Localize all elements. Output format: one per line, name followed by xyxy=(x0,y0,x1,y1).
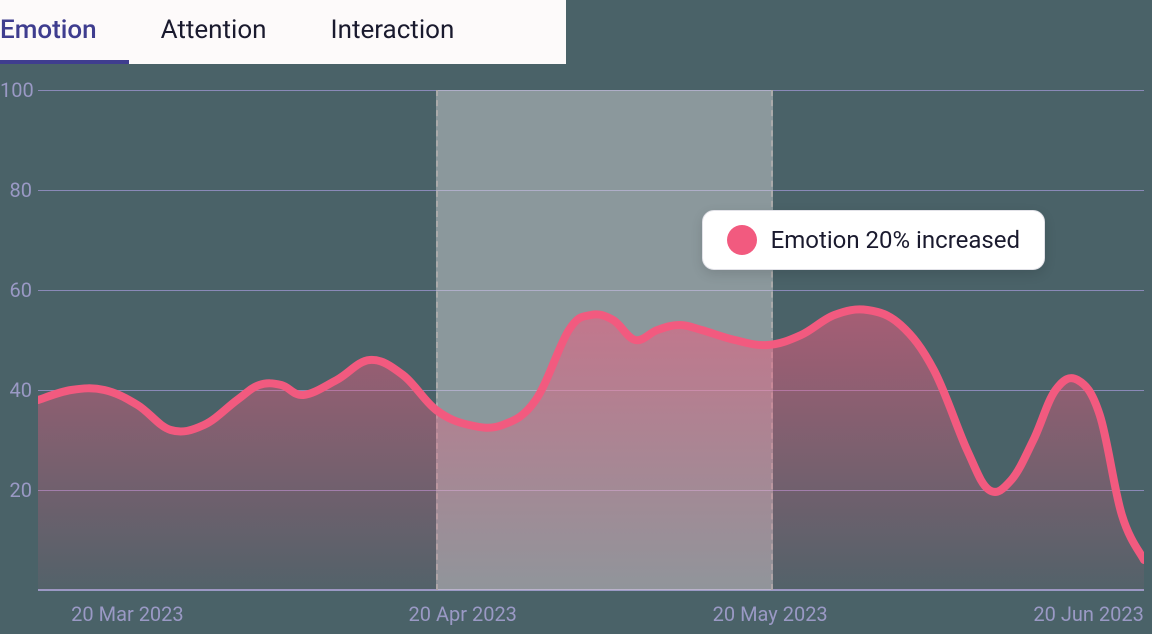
tooltip-dot-icon xyxy=(727,225,757,255)
tooltip: Emotion 20% increased xyxy=(702,210,1045,270)
y-axis-label: 60 xyxy=(0,278,32,302)
tab-attention[interactable]: Attention xyxy=(129,0,299,64)
area-series xyxy=(38,90,1144,590)
y-axis-label: 20 xyxy=(0,478,32,502)
tab-interaction[interactable]: Interaction xyxy=(299,0,487,64)
x-axis-label: 20 May 2023 xyxy=(713,602,828,626)
x-axis-label: 20 Mar 2023 xyxy=(71,602,183,626)
tooltip-text: Emotion 20% increased xyxy=(771,226,1020,254)
tabs: Emotion Attention Interaction xyxy=(0,0,566,64)
y-axis-label: 40 xyxy=(0,378,32,402)
y-axis-label: 100 xyxy=(0,78,32,102)
y-axis-label: 80 xyxy=(0,178,32,202)
x-axis-label: 20 Jun 2023 xyxy=(1033,602,1143,626)
tab-emotion[interactable]: Emotion xyxy=(0,0,129,64)
x-axis-label: 20 Apr 2023 xyxy=(409,602,517,626)
chart: 100 80 60 40 20 20 Mar 2023 20 Apr 2023 20 May … xyxy=(0,64,1152,634)
